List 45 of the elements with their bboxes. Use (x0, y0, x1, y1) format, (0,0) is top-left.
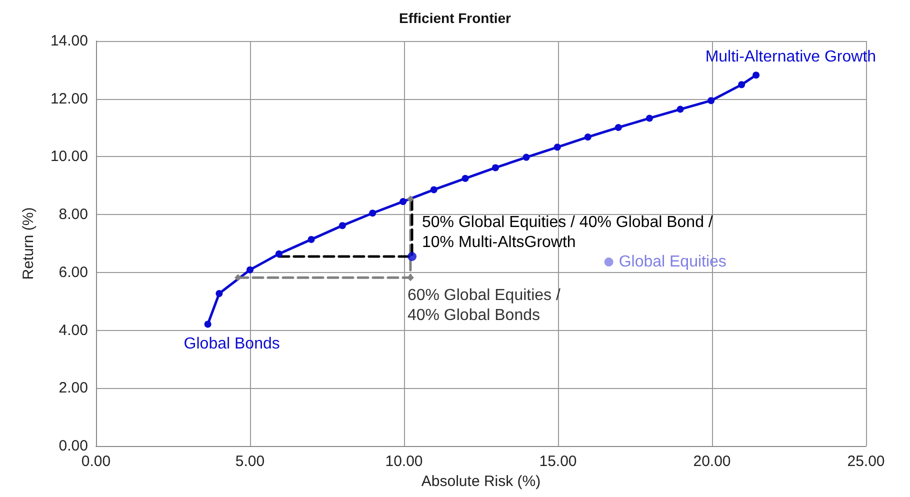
annotation: Global Bonds (184, 336, 280, 353)
point (554, 144, 561, 151)
point (522, 154, 530, 161)
point (430, 186, 438, 194)
x-tick-label: 20.00 (693, 453, 731, 470)
y-tick-label: 0.00 (58, 438, 88, 454)
x-axis-title: Absolute Risk (%) (421, 472, 541, 490)
point (708, 97, 715, 104)
point (204, 320, 212, 328)
y-tick-label: 4.00 (58, 322, 88, 339)
x-tick-label: 5.00 (235, 453, 265, 470)
annotation: 60% Global Equities / 40% Global Bonds (407, 287, 561, 324)
point (400, 198, 407, 206)
point (406, 195, 414, 202)
point (614, 124, 622, 131)
point (369, 210, 376, 217)
point (338, 222, 346, 230)
point (646, 114, 653, 122)
y-tick-label: 14.00 (50, 32, 88, 50)
point (492, 164, 499, 172)
annotation: Multi-Alternative Growth (705, 48, 876, 66)
y-axis-title: Return (%) (20, 207, 37, 280)
point (308, 236, 315, 243)
x-tick-label: 25.00 (847, 453, 885, 470)
y-tick-label: 12.00 (50, 90, 88, 108)
point (584, 134, 592, 141)
point (752, 72, 760, 79)
annotation: 50% Global Equities / 40% Global Bond / 10% Multi-AltsGrowth (422, 214, 714, 252)
point (234, 274, 242, 282)
point (275, 250, 282, 258)
chart-title: Efficient Frontier (398, 10, 512, 26)
point (604, 258, 614, 267)
x-tick-label: 0.00 (81, 453, 111, 470)
point (676, 106, 684, 113)
y-tick-label: 10.00 (50, 148, 88, 166)
y-tick-label: 6.00 (58, 264, 88, 281)
point (246, 266, 254, 274)
x-tick-label: 10.00 (385, 453, 423, 470)
point (408, 252, 417, 262)
point (216, 290, 223, 298)
point (462, 174, 469, 182)
y-tick-label: 2.00 (58, 380, 88, 397)
x-tick-label: 15.00 (539, 453, 577, 470)
y-tick-label: 8.00 (58, 206, 88, 224)
point (738, 81, 746, 88)
